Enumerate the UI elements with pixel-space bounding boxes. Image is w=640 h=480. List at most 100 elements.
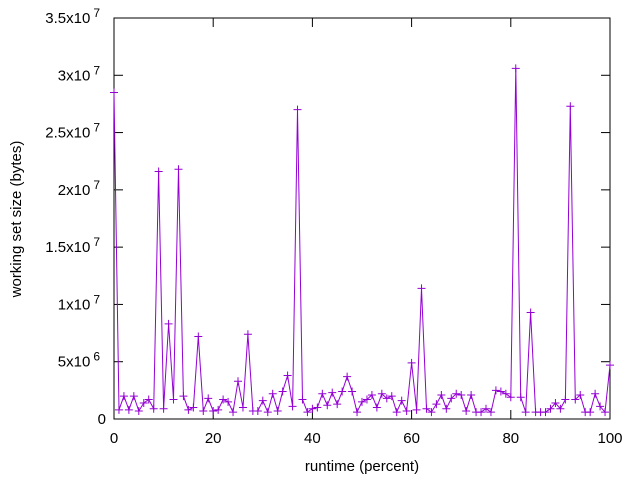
data-point — [179, 392, 188, 401]
data-point — [571, 395, 580, 404]
data-point — [238, 403, 247, 412]
data-point — [199, 406, 208, 415]
y-axis-label: working set size (bytes) — [8, 141, 25, 299]
data-point — [397, 396, 406, 405]
data-point — [367, 390, 376, 399]
data-point — [204, 394, 213, 403]
data-point — [333, 400, 342, 409]
x-tick-label: 40 — [304, 430, 321, 447]
data-point — [288, 402, 297, 411]
data-point — [452, 389, 461, 398]
data-point — [134, 406, 143, 415]
data-point — [328, 388, 337, 397]
data-point — [253, 406, 262, 415]
data-point — [457, 390, 466, 399]
data-point — [491, 386, 500, 395]
data-point — [119, 392, 128, 401]
data-point — [110, 88, 118, 97]
data-point — [273, 406, 282, 415]
data-point — [417, 284, 426, 293]
data-point — [219, 395, 228, 404]
data-point — [482, 404, 490, 413]
data-point — [303, 408, 312, 417]
data-point — [194, 332, 203, 341]
data-point — [189, 403, 198, 412]
data-point — [258, 396, 267, 405]
data-point — [551, 398, 560, 407]
data-point — [496, 387, 505, 396]
data-point — [601, 408, 610, 417]
data-point — [159, 404, 168, 413]
data-point — [353, 408, 362, 417]
data-point — [576, 390, 585, 399]
x-tick-label: 0 — [110, 430, 118, 447]
data-point — [422, 404, 431, 413]
data-point — [392, 408, 401, 417]
data-point — [447, 394, 456, 403]
x-tick-label: 100 — [597, 430, 622, 447]
data-point — [586, 408, 595, 417]
data-point — [556, 404, 565, 413]
data-point — [596, 402, 605, 411]
data-point — [114, 405, 123, 414]
data-point — [348, 387, 357, 396]
data-point — [477, 408, 486, 417]
data-point — [278, 387, 287, 396]
data-point — [591, 389, 600, 398]
y-tick-label: 2x10 7 — [58, 178, 101, 199]
y-tick-label: 3.5x10 7 — [45, 6, 100, 27]
data-point — [442, 404, 451, 413]
data-point — [214, 405, 223, 414]
data-point — [526, 308, 535, 317]
data-point — [283, 371, 292, 380]
data-point — [362, 395, 371, 404]
data-point — [506, 393, 515, 402]
data-point — [358, 397, 366, 406]
y-tick-label: 1.5x10 7 — [45, 235, 100, 256]
data-point — [313, 403, 322, 412]
data-point — [546, 404, 555, 413]
data-point — [139, 398, 148, 407]
data-point — [144, 395, 153, 404]
x-axis-label: runtime (percent) — [305, 458, 419, 475]
data-point — [209, 406, 218, 415]
data-point — [229, 408, 238, 417]
data-point — [606, 361, 614, 370]
data-point — [412, 405, 421, 414]
y-tick-label: 3x10 7 — [58, 63, 101, 84]
data-point — [561, 395, 570, 404]
data-point — [318, 389, 327, 398]
y-tick-label: 2.5x10 7 — [45, 121, 100, 142]
data-point — [541, 408, 550, 417]
x-tick-label: 80 — [502, 430, 519, 447]
data-point — [462, 406, 471, 415]
data-point — [566, 102, 575, 111]
data-point — [402, 406, 411, 415]
data-point — [372, 403, 381, 412]
series-line — [113, 68, 611, 414]
data-point — [382, 394, 391, 403]
y-tick-label: 0 — [98, 411, 106, 428]
data-point — [243, 330, 252, 339]
data-point — [516, 393, 525, 402]
data-point — [407, 358, 416, 367]
x-tick-label: 60 — [403, 430, 420, 447]
data-point — [338, 387, 347, 396]
data-point — [521, 408, 530, 417]
data-point — [164, 319, 173, 328]
data-point — [268, 389, 277, 398]
data-point — [263, 408, 272, 417]
data-point — [184, 405, 193, 414]
y-tick-label: 5x10 6 — [58, 350, 101, 371]
data-point — [427, 408, 436, 417]
data-point — [377, 389, 386, 398]
data-point — [149, 404, 158, 413]
data-point — [501, 389, 510, 398]
data-point — [169, 395, 178, 404]
data-point — [174, 165, 183, 174]
x-tick-label: 20 — [205, 430, 222, 447]
data-point — [511, 64, 520, 73]
data-point — [124, 405, 133, 414]
data-point — [467, 390, 476, 399]
